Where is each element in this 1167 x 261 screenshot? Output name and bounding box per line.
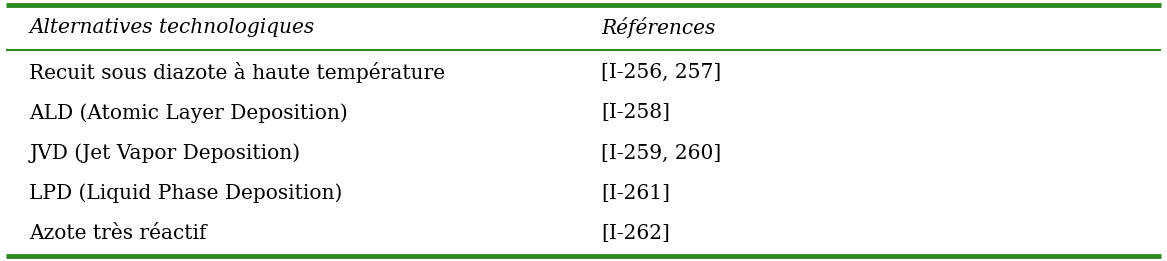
Text: Recuit sous diazote à haute température: Recuit sous diazote à haute température: [29, 62, 446, 83]
Text: ALD (Atomic Layer Deposition): ALD (Atomic Layer Deposition): [29, 103, 348, 123]
Text: [I-261]: [I-261]: [601, 184, 670, 203]
Text: Azote très réactif: Azote très réactif: [29, 224, 207, 243]
Text: [I-256, 257]: [I-256, 257]: [601, 63, 721, 82]
Text: Alternatives technologiques: Alternatives technologiques: [29, 18, 314, 37]
Text: [I-259, 260]: [I-259, 260]: [601, 144, 721, 163]
Text: [I-262]: [I-262]: [601, 224, 670, 243]
Text: LPD (Liquid Phase Deposition): LPD (Liquid Phase Deposition): [29, 183, 343, 203]
Text: [I-258]: [I-258]: [601, 103, 670, 122]
Text: Références: Références: [601, 17, 715, 38]
Text: JVD (Jet Vapor Deposition): JVD (Jet Vapor Deposition): [29, 143, 300, 163]
